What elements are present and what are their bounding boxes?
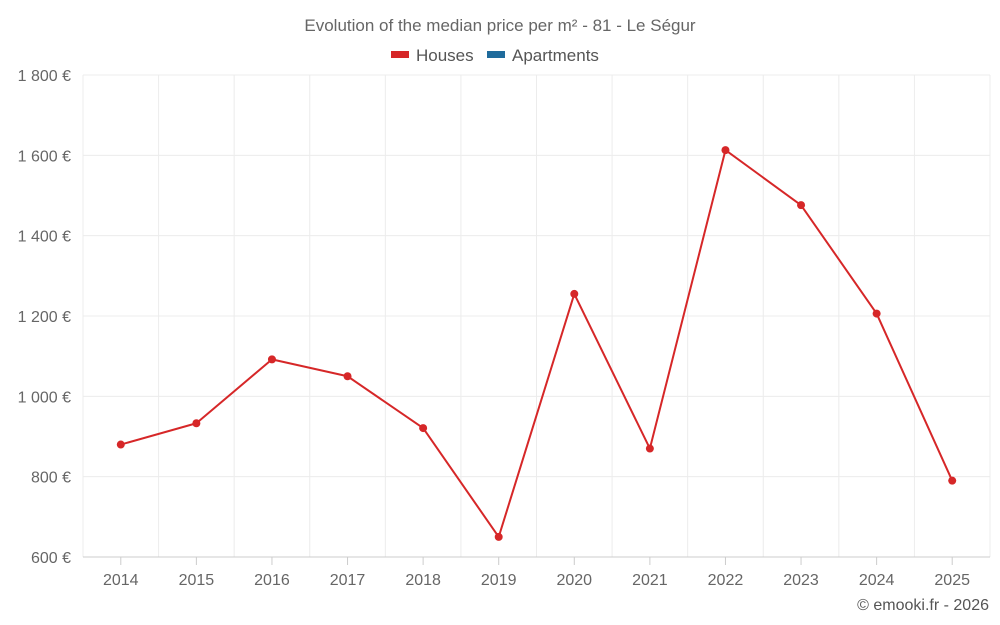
grid bbox=[82, 74, 991, 557]
legend-label-apartments: Apartments bbox=[512, 46, 599, 65]
x-axis: 2014 2015 2016 2017 2018 2019 2020 2021 2022 2023… bbox=[83, 556, 990, 589]
series-line-houses bbox=[120, 149, 954, 538]
y-tick-label: 600 € bbox=[31, 550, 71, 567]
data-point-houses[interactable] bbox=[872, 309, 881, 318]
y-axis: 600 € 800 € 1 000 € 1 200 € 1 400 € 1 600 € 1 … bbox=[18, 68, 71, 567]
data-point-houses[interactable] bbox=[343, 372, 352, 381]
x-tick-label: 2014 bbox=[103, 572, 139, 589]
x-tick-label: 2022 bbox=[708, 572, 744, 589]
data-point-houses[interactable] bbox=[419, 424, 428, 433]
x-tick-label: 2024 bbox=[859, 572, 895, 589]
chart-title: Evolution of the median price per m² - 8… bbox=[304, 16, 696, 35]
legend-swatch-houses bbox=[391, 51, 409, 58]
legend-swatch-apartments bbox=[487, 51, 505, 58]
x-tick-label: 2017 bbox=[330, 572, 366, 589]
y-tick-label: 1 600 € bbox=[18, 148, 71, 165]
data-point-houses[interactable] bbox=[116, 440, 125, 449]
x-tick-label: 2023 bbox=[783, 572, 819, 589]
y-tick-label: 1 000 € bbox=[18, 389, 71, 406]
y-tick-label: 800 € bbox=[31, 470, 71, 487]
credit-text: © emooki.fr - 2026 bbox=[857, 597, 989, 614]
x-tick-label: 2019 bbox=[481, 572, 517, 589]
data-point-houses[interactable] bbox=[192, 419, 201, 428]
series-group bbox=[116, 146, 957, 541]
data-point-houses[interactable] bbox=[721, 146, 730, 155]
data-point-houses[interactable] bbox=[494, 532, 503, 541]
data-point-houses[interactable] bbox=[267, 355, 276, 364]
data-point-houses[interactable] bbox=[570, 289, 579, 298]
x-tick-label: 2016 bbox=[254, 572, 290, 589]
data-point-houses[interactable] bbox=[948, 476, 957, 485]
y-tick-label: 1 400 € bbox=[18, 229, 71, 246]
legend-label-houses: Houses bbox=[416, 46, 474, 65]
x-tick-label: 2018 bbox=[405, 572, 441, 589]
y-tick-label: 1 800 € bbox=[18, 68, 71, 85]
x-tick-label: 2020 bbox=[556, 572, 592, 589]
legend-item-apartments[interactable]: Apartments bbox=[487, 46, 599, 65]
data-point-houses[interactable] bbox=[645, 444, 654, 453]
data-point-houses[interactable] bbox=[797, 201, 806, 210]
x-tick-label: 2025 bbox=[934, 572, 970, 589]
x-tick-label: 2021 bbox=[632, 572, 668, 589]
y-tick-label: 1 200 € bbox=[18, 309, 71, 326]
x-tick-label: 2015 bbox=[179, 572, 215, 589]
legend-item-houses[interactable]: Houses bbox=[391, 46, 474, 65]
legend: Houses Apartments bbox=[391, 46, 599, 65]
